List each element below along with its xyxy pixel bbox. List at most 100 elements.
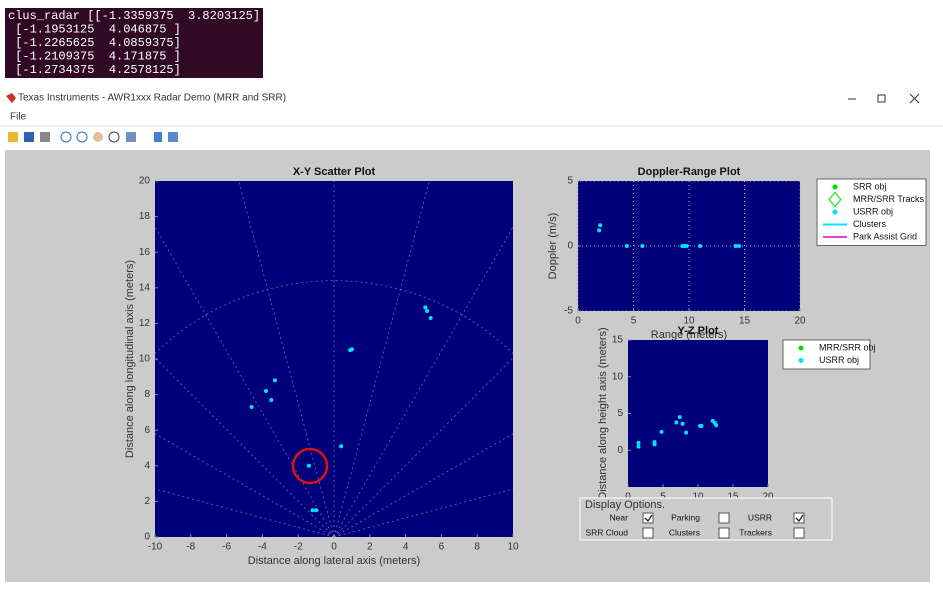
plot-area <box>628 340 768 487</box>
legend-marker <box>832 184 838 190</box>
point <box>680 421 685 426</box>
x-tick-label: -8 <box>186 542 195 553</box>
point <box>269 397 274 402</box>
y-tick-label: 12 <box>139 318 151 329</box>
x-tick-label: 6 <box>439 542 445 553</box>
option-label: Clusters <box>669 527 700 537</box>
terminal-line: [-1.1953125 4.046875 ] <box>8 23 181 37</box>
point <box>733 244 738 248</box>
point <box>624 244 629 248</box>
y-tick-label: 20 <box>139 176 151 187</box>
option-label: USRR <box>748 512 772 522</box>
tool-save[interactable] <box>24 132 34 142</box>
tool-datacursor[interactable] <box>126 132 136 142</box>
y-tick-label: 10 <box>612 371 624 382</box>
x-tick-label: 20 <box>794 316 806 327</box>
point <box>428 316 433 321</box>
tool-pan[interactable] <box>93 132 103 142</box>
legend-label: Clusters <box>853 219 887 229</box>
checkbox[interactable] <box>642 512 654 524</box>
legend-label: SRR obj <box>853 181 887 191</box>
menu-item[interactable]: File <box>10 112 27 123</box>
tool-zoom-out[interactable] <box>76 131 88 143</box>
option-label: Parking <box>671 512 700 522</box>
checkbox[interactable] <box>642 527 654 539</box>
point <box>597 228 602 233</box>
x-tick-label: 2 <box>367 542 373 553</box>
y-tick-label: 18 <box>139 211 151 222</box>
app-icon <box>6 93 16 103</box>
restore[interactable] <box>877 94 886 103</box>
x-tick-label: -10 <box>148 542 163 553</box>
x-tick-label: 5 <box>631 316 637 327</box>
terminal-line: clus_radar [[-1.3359375 3.8203125] <box>8 9 260 23</box>
terminal <box>5 8 263 78</box>
charts: X-Y Scatter Plot -10 -8 -6 -4 -2 0 2 4 6 8 10 0 2 4 6 8 1… <box>124 166 927 567</box>
point <box>698 244 703 248</box>
point <box>684 430 689 435</box>
y-tick-label: 10 <box>139 354 151 365</box>
legend-marker <box>828 191 842 208</box>
point <box>339 444 344 449</box>
close[interactable] <box>909 93 920 104</box>
x-tick-label: -2 <box>294 542 303 553</box>
legend-marker <box>798 358 804 363</box>
checkbox[interactable] <box>718 512 730 524</box>
y-tick-label: 6 <box>144 425 150 436</box>
display-options-title: Display Options. <box>585 499 665 511</box>
x-tick-label: 10 <box>507 542 519 553</box>
option-label: Near <box>610 512 629 522</box>
point <box>684 244 689 248</box>
checkmark <box>644 514 653 523</box>
x-tick-label: 0 <box>331 542 337 553</box>
tool-rotate[interactable] <box>108 131 120 143</box>
point <box>674 420 679 425</box>
option-label: SRR Cloud <box>585 527 628 537</box>
x-tick-label: 10 <box>692 492 704 503</box>
radial-guide <box>155 357 335 537</box>
point <box>736 244 741 248</box>
range-arc <box>155 280 513 355</box>
chart-title: Doppler-Range Plot <box>638 166 741 178</box>
radial-guide <box>333 433 513 537</box>
terminal-line: [-1.2109375 4.171875 ] <box>8 50 181 64</box>
point <box>659 429 664 434</box>
x-tick-label: -6 <box>222 542 231 553</box>
x-tick-label: 8 <box>474 542 480 553</box>
y-tick-label: 5 <box>617 408 623 419</box>
tool-legend[interactable] <box>168 132 178 142</box>
checkbox[interactable] <box>718 527 730 539</box>
point <box>249 405 254 410</box>
x-axis-label: Distance along lateral axis (meters) <box>248 555 420 567</box>
tool-zoom-in[interactable] <box>60 131 72 143</box>
y-tick-label: 5 <box>567 176 573 187</box>
radial-guide <box>238 181 335 537</box>
y-tick-label: 8 <box>144 389 150 400</box>
x-tick-label: 0 <box>625 492 631 503</box>
checkbox[interactable] <box>793 512 805 524</box>
x-axis-label: Range (meters) <box>651 329 727 341</box>
legend-box <box>816 178 927 246</box>
chart-title: X-Y Scatter Plot <box>293 166 376 178</box>
checkbox[interactable] <box>793 527 805 539</box>
tool-colorbar[interactable] <box>154 132 162 142</box>
legend-marker <box>832 209 838 215</box>
point <box>272 378 277 383</box>
legend-label: MRR/SRR obj <box>819 342 876 352</box>
terminal-line: [-1.2734375 4.2578125] <box>8 63 181 77</box>
point <box>636 444 641 449</box>
radial-guide <box>155 226 335 537</box>
point <box>425 308 430 313</box>
toolbar <box>8 131 178 143</box>
point <box>677 415 682 420</box>
tool-print[interactable] <box>40 132 50 142</box>
tool-open[interactable] <box>8 132 18 142</box>
point <box>306 463 311 468</box>
legend-marker <box>798 345 804 351</box>
chart-title: Y-Z Plot <box>678 325 719 337</box>
point <box>636 440 641 445</box>
x-tick-label: 5 <box>660 492 666 503</box>
terminal-line: [-1.2265625 4.0859375] <box>8 36 181 50</box>
